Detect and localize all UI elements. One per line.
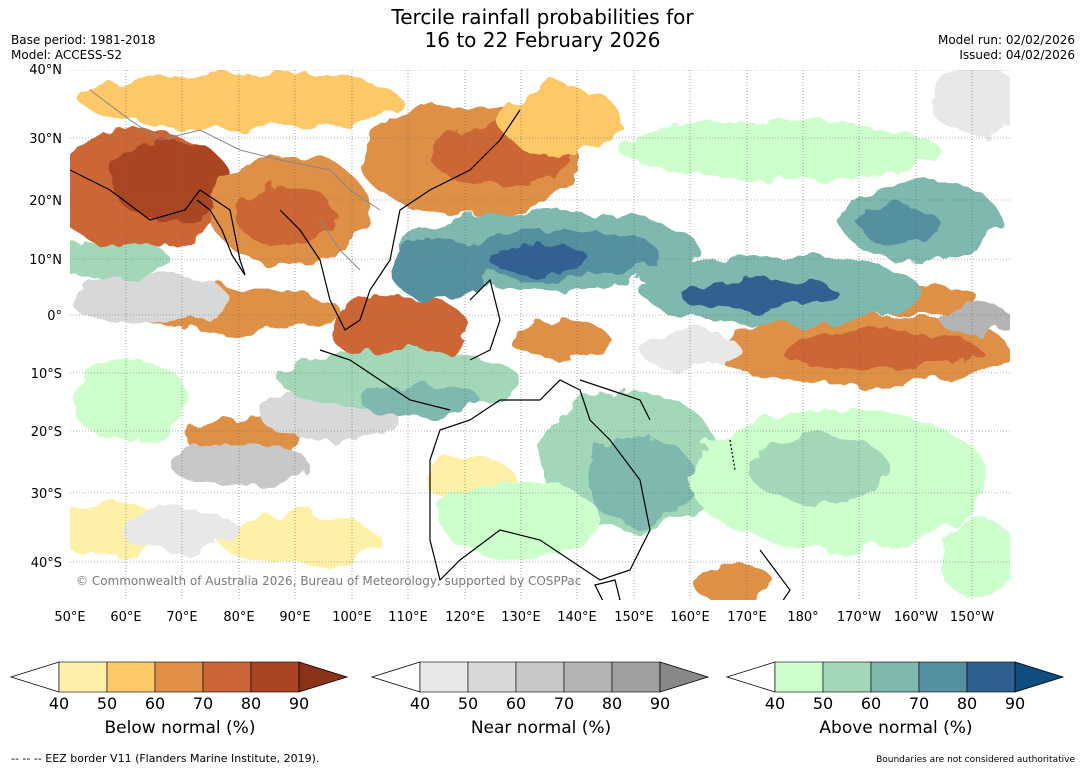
near-colorbar-segment	[563, 661, 613, 693]
graticule	[70, 70, 1010, 600]
lat-label: 20°N	[29, 194, 62, 209]
coastlines	[70, 109, 791, 600]
map-title-line1: Tercile rainfall probabilities for	[391, 5, 694, 29]
lon-label: 90°E	[279, 610, 310, 625]
near-tick-label: 50	[458, 694, 478, 713]
below-tick-label: 40	[49, 694, 69, 713]
map-svg: © Commonwealth of Australia 2026, Bureau…	[29, 63, 1010, 625]
above-tick-label: 50	[813, 694, 833, 713]
below-colorbar-segment	[202, 661, 252, 693]
lon-label: 170°W	[837, 610, 881, 625]
lat-label: 30°S	[31, 487, 62, 502]
below-tick-label: 50	[97, 694, 117, 713]
lon-label: 80°E	[223, 610, 254, 625]
lat-label: 40°S	[31, 556, 62, 571]
eez-note: -- -- -- EEZ border V11 (Flanders Marine…	[11, 752, 320, 765]
colorbar-above: 40 50 60 70 80 90	[725, 661, 1065, 713]
near-colorbar-segment	[467, 661, 517, 693]
base-period: Base period: 1981-2018	[11, 33, 156, 47]
near-tick-label: 60	[506, 694, 526, 713]
above-tick-label: 90	[1005, 694, 1025, 713]
lon-label: 150°W	[950, 610, 994, 625]
lon-label: 140°E	[557, 610, 597, 625]
below-colorbar-segment	[58, 661, 108, 693]
lon-label: 170°E	[727, 610, 767, 625]
lat-label: 40°N	[29, 63, 62, 78]
model-run: Model run: 02/02/2026	[937, 33, 1075, 47]
rainfall-map: © Commonwealth of Australia 2026, Bureau…	[0, 60, 1085, 640]
lon-label: 70°E	[166, 610, 197, 625]
below-colorbar-segment	[106, 661, 156, 693]
lat-label: 0°	[47, 309, 62, 324]
colorbar-near: 40 50 60 70 80 90	[370, 661, 710, 713]
near-extend-high	[659, 661, 710, 693]
near-tick-label: 90	[650, 694, 670, 713]
lon-label: 60°E	[110, 610, 141, 625]
lon-label: 50°E	[54, 610, 85, 625]
lon-label: 180°	[787, 610, 818, 625]
lat-label: 20°S	[31, 425, 62, 440]
near-colorbar-segment	[419, 661, 469, 693]
near-colorbar-segment	[611, 661, 661, 693]
model-name: Model: ACCESS-S2	[11, 48, 123, 62]
map-title-line2: 16 to 22 February 2026	[424, 28, 661, 52]
near-tick-label: 70	[554, 694, 574, 713]
australia-outline	[429, 379, 651, 582]
above-normal-title: Above normal (%)	[819, 718, 973, 738]
colorbar-legend: 40 50 60 70 80 90 40 50 60 70 80 90 40 50 60 70 80 90	[9, 661, 1065, 713]
lon-label: 150°E	[614, 610, 654, 625]
below-normal-title: Below normal (%)	[104, 718, 256, 738]
above-extend-high	[1014, 661, 1065, 693]
lon-labels: 50°E 60°E 70°E 80°E 90°E 100°E 110°E 120…	[54, 610, 994, 625]
lat-labels: 40°N 30°N 20°N 10°N 0° 10°S 20°S 30°S 40…	[29, 63, 62, 571]
below-extend-high	[298, 661, 349, 693]
colorbar-below: 40 50 60 70 80 90	[9, 661, 349, 713]
map-field: © Commonwealth of Australia 2026, Bureau…	[70, 70, 1010, 600]
below-tick-label: 80	[241, 694, 261, 713]
near-normal-title: Near normal (%)	[470, 718, 612, 738]
near-extend-low	[370, 661, 421, 693]
copyright-notice: © Commonwealth of Australia 2026, Bureau…	[76, 574, 581, 588]
lon-label: 120°E	[445, 610, 485, 625]
near-colorbar-segment	[515, 661, 565, 693]
below-tick-label: 70	[193, 694, 213, 713]
below-tick-label: 60	[145, 694, 165, 713]
borders	[89, 89, 381, 271]
below-colorbar-segment	[154, 661, 204, 693]
above-colorbar-segment	[966, 661, 1016, 693]
below-colorbar-segment	[250, 661, 300, 693]
below-tick-label: 90	[289, 694, 309, 713]
lon-label: 100°E	[332, 610, 372, 625]
above-colorbar-segment	[918, 661, 968, 693]
near-tick-label: 40	[410, 694, 430, 713]
boundaries-disclaimer: Boundaries are not considered authoritat…	[876, 755, 1075, 765]
above-colorbar-segment	[774, 661, 824, 693]
lon-label: 160°E	[670, 610, 710, 625]
above-colorbar-segment	[870, 661, 920, 693]
above-extend-low	[725, 661, 776, 693]
above-tick-label: 70	[909, 694, 929, 713]
above-colorbar-segment	[822, 661, 872, 693]
lon-label: 130°E	[501, 610, 541, 625]
above-tick-label: 80	[957, 694, 977, 713]
near-tick-label: 80	[602, 694, 622, 713]
lon-label: 110°E	[388, 610, 428, 625]
lat-label: 30°N	[29, 132, 62, 147]
india-coast	[196, 189, 246, 276]
above-tick-label: 60	[861, 694, 881, 713]
below-extend-low	[9, 661, 60, 693]
lon-label: 160°W	[894, 610, 938, 625]
lat-label: 10°S	[31, 367, 62, 382]
lat-label: 10°N	[29, 253, 62, 268]
above-tick-label: 40	[765, 694, 785, 713]
issued-date: Issued: 04/02/2026	[959, 48, 1075, 62]
